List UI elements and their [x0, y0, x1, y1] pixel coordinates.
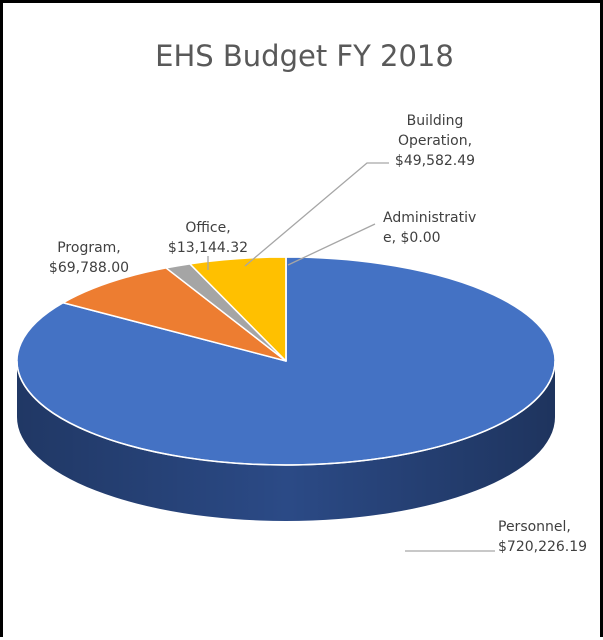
data-label-building-operation: Building Operation, $49,582.49	[395, 113, 475, 169]
data-label-administrative: Administrativ e, $0.00	[383, 210, 476, 246]
pie-side-shade	[17, 361, 555, 521]
chart-title: EHS Budget FY 2018	[155, 39, 454, 73]
leader-line-building-operation	[244, 162, 389, 267]
data-label-program: Program, $69,788.00	[49, 240, 129, 276]
leader-lines	[207, 162, 495, 552]
pie-slices	[16, 256, 556, 466]
pie-slice-program	[62, 267, 287, 362]
leader-line-administrative	[287, 223, 376, 266]
data-labels: Personnel, $720,226.19 Program, $69,788.00 O…	[49, 113, 587, 555]
data-label-personnel: Personnel, $720,226.19	[498, 519, 587, 555]
pie-chart: Personnel, $720,226.19 Program, $69,788.00 O…	[16, 113, 587, 555]
pie-sides	[17, 361, 555, 521]
data-label-office: Office, $13,144.32	[168, 220, 248, 256]
pie-rim	[16, 360, 556, 466]
